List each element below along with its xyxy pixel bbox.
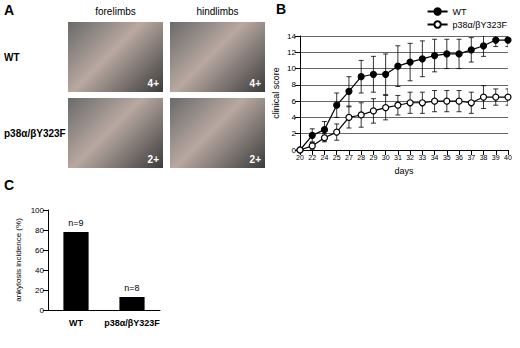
svg-text:35: 35: [443, 154, 451, 161]
svg-text:C: C: [4, 177, 14, 193]
svg-text:6: 6: [292, 97, 297, 106]
svg-text:36: 36: [455, 154, 463, 161]
svg-text:60: 60: [35, 246, 44, 255]
svg-text:clinical score: clinical score: [271, 67, 281, 119]
html-text:forelimbs: forelimbs: [95, 6, 136, 17]
svg-text:ankylosis incidence (%): ankylosis incidence (%): [14, 218, 23, 302]
svg-text:10: 10: [287, 64, 296, 73]
svg-text:24: 24: [321, 154, 329, 161]
svg-text:p38α/βY323F: p38α/βY323F: [104, 318, 160, 328]
html-text:2+: 2+: [147, 154, 159, 165]
svg-text:38: 38: [480, 154, 488, 161]
svg-text:39: 39: [492, 154, 500, 161]
svg-text:20: 20: [296, 154, 304, 161]
svg-text:28: 28: [357, 154, 365, 161]
svg-text:40: 40: [504, 154, 512, 161]
svg-text:31: 31: [394, 154, 402, 161]
svg-text:8: 8: [292, 80, 297, 89]
svg-text:29: 29: [370, 154, 378, 161]
svg-text:0: 0: [40, 306, 45, 315]
svg-text:4: 4: [292, 113, 297, 122]
svg-text:14: 14: [287, 32, 296, 41]
svg-text:0: 0: [291, 145, 296, 155]
svg-text:2: 2: [292, 129, 297, 138]
html-text:hindlimbs: hindlimbs: [196, 6, 239, 17]
svg-text:40: 40: [35, 266, 44, 275]
svg-text:32: 32: [406, 154, 414, 161]
svg-text:34: 34: [431, 154, 439, 161]
svg-text:days: days: [394, 166, 414, 176]
svg-text:100: 100: [31, 206, 45, 215]
svg-text:B: B: [276, 1, 286, 17]
svg-text:22: 22: [308, 154, 316, 161]
svg-text:37: 37: [467, 154, 475, 161]
svg-text:n=8: n=8: [124, 283, 139, 293]
html-text:WT: WT: [4, 52, 20, 63]
svg-text:WT: WT: [69, 318, 83, 328]
html-text:A: A: [4, 2, 15, 18]
svg-text:p38α/βY323F: p38α/βY323F: [453, 20, 508, 30]
svg-text:25: 25: [333, 154, 341, 161]
svg-text:80: 80: [35, 226, 44, 235]
svg-text:27: 27: [345, 154, 353, 161]
html-text:2+: 2+: [249, 154, 261, 165]
svg-text:20: 20: [35, 286, 44, 295]
html-text:4+: 4+: [249, 78, 261, 89]
svg-text:12: 12: [287, 48, 296, 57]
html-text:p38α/βY323F: p38α/βY323F: [4, 128, 66, 139]
svg-text:30: 30: [382, 154, 390, 161]
svg-text:WT: WT: [453, 7, 467, 17]
svg-text:n=9: n=9: [68, 218, 83, 228]
html-text:4+: 4+: [147, 78, 159, 89]
svg-text:33: 33: [418, 154, 426, 161]
